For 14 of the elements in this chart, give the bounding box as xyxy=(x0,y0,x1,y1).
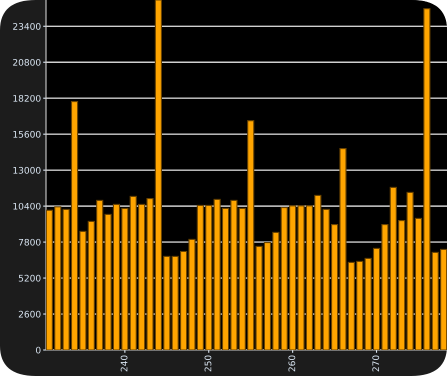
y-tick-label: 20800 xyxy=(13,58,41,66)
x-tick-label: 250 xyxy=(204,355,212,372)
y-tick-label: 10400 xyxy=(13,202,41,210)
x-tick-label: 260 xyxy=(288,355,296,372)
y-tick-label: 18200 xyxy=(13,94,41,102)
y-tick-label: 2600 xyxy=(18,310,41,318)
y-tick-label: 7800 xyxy=(18,238,41,246)
y-tick-label: 13000 xyxy=(13,166,41,174)
x-tick-label: 270 xyxy=(372,355,380,372)
y-tick-label: 5200 xyxy=(18,274,41,282)
y-tick-label: 15600 xyxy=(13,130,41,138)
y-tick-label: 0 xyxy=(36,346,41,354)
y-tick-label: 23400 xyxy=(13,23,41,30)
x-tick-label: 240 xyxy=(120,355,128,372)
